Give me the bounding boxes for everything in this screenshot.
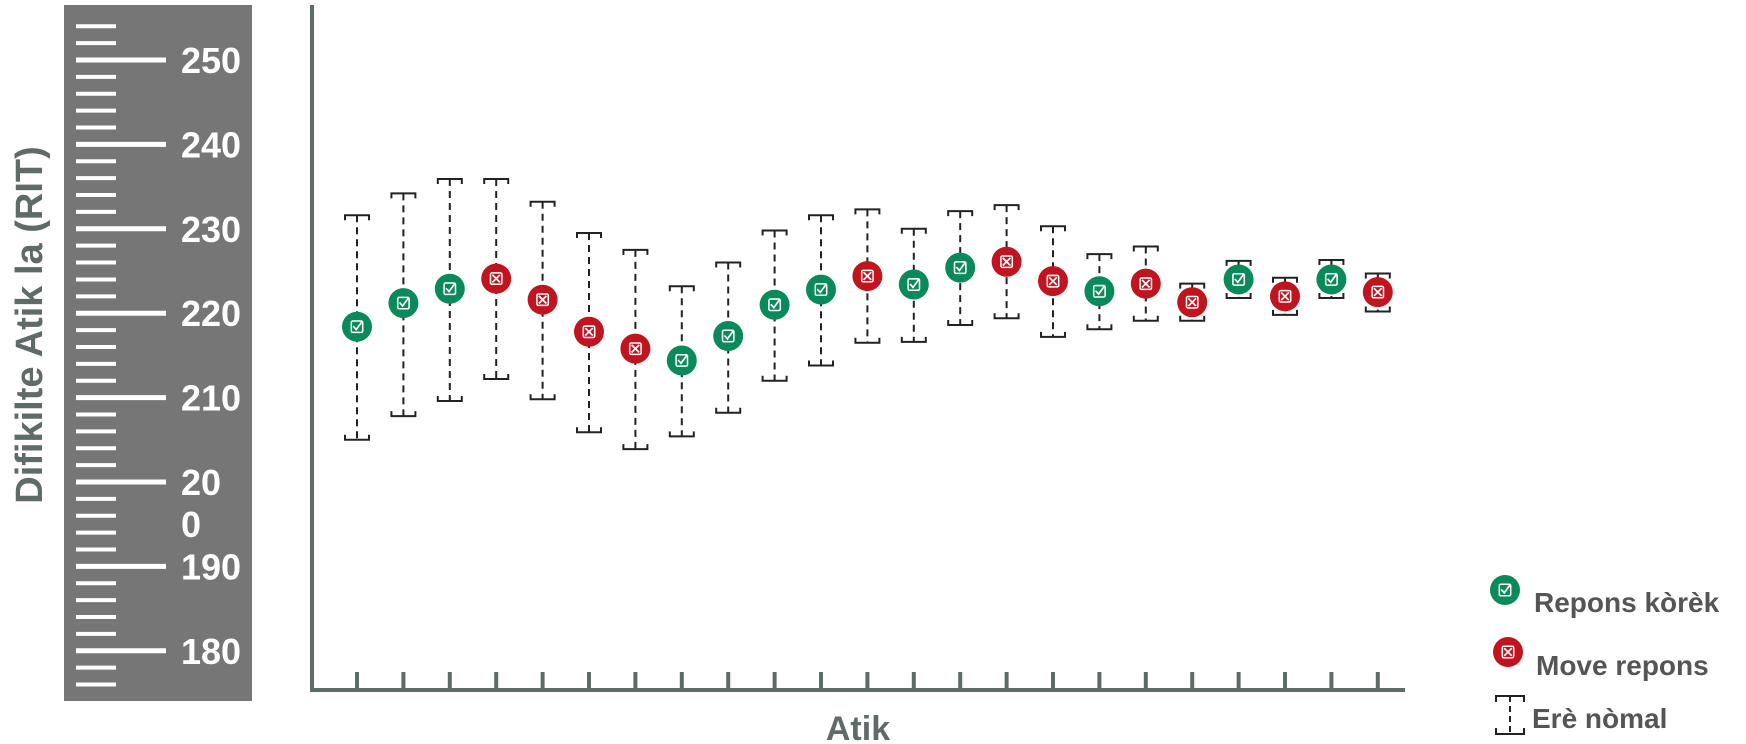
checkbox-check-icon bbox=[768, 298, 782, 312]
point-correct bbox=[666, 345, 697, 376]
checkbox-check-icon bbox=[1232, 272, 1246, 286]
checkbox-x-icon bbox=[628, 342, 642, 356]
ruler-ticks bbox=[76, 24, 166, 687]
legend-wrong-icon bbox=[1493, 637, 1523, 667]
y-axis-title: Difikilte Atik la (RIT) bbox=[9, 146, 51, 504]
checkbox-check-icon bbox=[1324, 272, 1338, 286]
error-bar bbox=[947, 210, 974, 327]
legend-error-label: Erè nòmal bbox=[1532, 703, 1667, 734]
x-axis-title: Atik bbox=[826, 710, 890, 744]
legend-correct-label: Repons kòrèk bbox=[1534, 587, 1720, 618]
point-correct bbox=[1316, 264, 1347, 295]
error-bars bbox=[344, 178, 1391, 451]
point-wrong bbox=[1177, 287, 1208, 318]
y-tick-label: 180 bbox=[181, 631, 241, 672]
point-correct bbox=[759, 289, 790, 320]
y-tick-label: 20 0 bbox=[181, 462, 221, 545]
checkbox-check-icon bbox=[443, 282, 457, 296]
checkbox-x-icon bbox=[582, 325, 596, 339]
checkbox-x-icon bbox=[536, 293, 550, 307]
y-tick-label: 240 bbox=[181, 124, 241, 165]
error-bar bbox=[900, 227, 927, 343]
legend-wrong-label: Move repons bbox=[1536, 650, 1709, 681]
point-correct bbox=[1223, 264, 1254, 295]
error-bar bbox=[1040, 225, 1066, 338]
point-correct bbox=[342, 311, 372, 342]
checkbox-check-icon bbox=[675, 354, 689, 367]
checkbox-x-icon bbox=[1046, 274, 1060, 288]
error-bar bbox=[993, 204, 1020, 320]
point-wrong bbox=[852, 261, 883, 292]
checkbox-check-icon bbox=[350, 320, 364, 334]
point-wrong bbox=[574, 316, 604, 347]
y-tick-label: 250 bbox=[181, 40, 241, 81]
point-wrong bbox=[481, 263, 512, 294]
checkbox-check-icon bbox=[721, 329, 735, 343]
checkbox-x-icon bbox=[1000, 255, 1014, 269]
point-wrong bbox=[991, 246, 1022, 277]
point-correct bbox=[713, 320, 744, 351]
y-tick-label: 210 bbox=[181, 378, 241, 419]
checkbox-x-icon bbox=[489, 272, 503, 286]
point-wrong bbox=[1270, 281, 1300, 312]
point-correct bbox=[945, 252, 976, 283]
y-tick-label: 220 bbox=[181, 293, 241, 334]
checkbox-check-icon bbox=[907, 278, 921, 291]
point-wrong bbox=[1362, 277, 1393, 308]
point-wrong bbox=[527, 284, 558, 315]
data-points bbox=[342, 246, 1393, 376]
point-wrong bbox=[620, 333, 651, 364]
y-tick-label: 190 bbox=[181, 546, 241, 587]
point-correct bbox=[434, 273, 465, 304]
x-axis-ticks bbox=[355, 672, 1380, 690]
checkbox-check-icon bbox=[814, 283, 828, 297]
checkbox-x-icon bbox=[1371, 285, 1385, 299]
point-correct bbox=[806, 274, 836, 305]
point-correct bbox=[1084, 276, 1115, 307]
checkbox-x-icon bbox=[1185, 295, 1199, 309]
checkbox-x-icon bbox=[1278, 289, 1292, 303]
point-correct bbox=[388, 288, 419, 319]
legend-correct-icon bbox=[1490, 575, 1520, 605]
checkbox-check-icon bbox=[953, 261, 967, 275]
point-wrong bbox=[1038, 266, 1068, 297]
point-wrong bbox=[1130, 268, 1161, 299]
y-tick-label: 230 bbox=[181, 209, 241, 250]
checkbox-x-icon bbox=[860, 269, 874, 283]
point-correct bbox=[898, 269, 929, 300]
checkbox-check-icon bbox=[1092, 284, 1106, 298]
checkbox-x-icon bbox=[1139, 277, 1153, 291]
legend: Repons kòrèk Move repons Erè nòmal bbox=[1490, 575, 1720, 735]
checkbox-check-icon bbox=[396, 296, 410, 310]
legend-error-bar-icon bbox=[1495, 695, 1525, 735]
plot-axes bbox=[310, 5, 1405, 692]
